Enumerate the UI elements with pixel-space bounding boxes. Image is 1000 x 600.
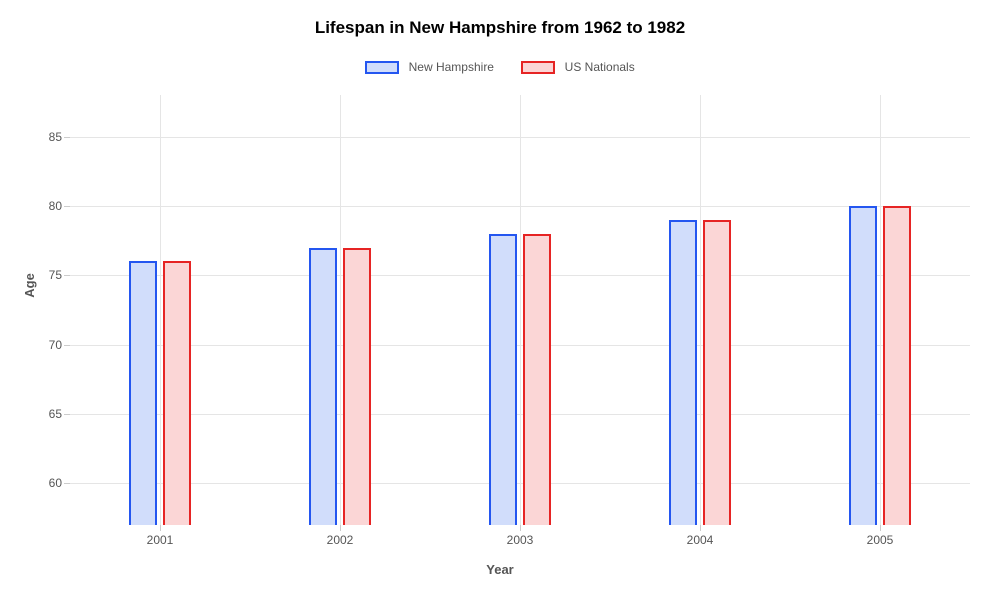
x-tick-mark bbox=[880, 525, 881, 531]
x-tick-mark bbox=[160, 525, 161, 531]
y-tick-label: 60 bbox=[22, 476, 62, 490]
y-tick-label: 80 bbox=[22, 199, 62, 213]
bar bbox=[523, 234, 551, 525]
bar bbox=[129, 261, 157, 525]
bar bbox=[669, 220, 697, 525]
x-tick-mark bbox=[340, 525, 341, 531]
y-tick-label: 75 bbox=[22, 268, 62, 282]
y-tick-mark bbox=[64, 414, 70, 415]
bar bbox=[849, 206, 877, 525]
grid-line bbox=[340, 95, 341, 525]
y-tick-mark bbox=[64, 206, 70, 207]
grid-line bbox=[160, 95, 161, 525]
bar bbox=[489, 234, 517, 525]
bar bbox=[883, 206, 911, 525]
bar bbox=[703, 220, 731, 525]
y-tick-mark bbox=[64, 345, 70, 346]
x-tick-label: 2005 bbox=[867, 533, 894, 547]
bar bbox=[343, 248, 371, 525]
y-tick-mark bbox=[64, 275, 70, 276]
chart-title: Lifespan in New Hampshire from 1962 to 1… bbox=[0, 0, 1000, 38]
y-tick-label: 70 bbox=[22, 338, 62, 352]
bar bbox=[309, 248, 337, 525]
plot-area: 60657075808520012002200320042005 bbox=[70, 95, 970, 525]
grid-line bbox=[520, 95, 521, 525]
legend-label-0: New Hampshire bbox=[409, 60, 494, 74]
x-tick-mark bbox=[700, 525, 701, 531]
x-axis-label: Year bbox=[486, 562, 513, 577]
legend-swatch-1 bbox=[521, 61, 555, 74]
x-tick-label: 2003 bbox=[507, 533, 534, 547]
x-tick-label: 2001 bbox=[147, 533, 174, 547]
x-tick-label: 2004 bbox=[687, 533, 714, 547]
legend-swatch-0 bbox=[365, 61, 399, 74]
y-tick-mark bbox=[64, 483, 70, 484]
legend-item-1: US Nationals bbox=[521, 60, 634, 74]
legend: New Hampshire US Nationals bbox=[0, 60, 1000, 74]
grid-line bbox=[880, 95, 881, 525]
y-tick-label: 65 bbox=[22, 407, 62, 421]
x-tick-mark bbox=[520, 525, 521, 531]
bar bbox=[163, 261, 191, 525]
x-tick-label: 2002 bbox=[327, 533, 354, 547]
legend-item-0: New Hampshire bbox=[365, 60, 494, 74]
y-tick-label: 85 bbox=[22, 130, 62, 144]
y-tick-mark bbox=[64, 137, 70, 138]
legend-label-1: US Nationals bbox=[565, 60, 635, 74]
grid-line bbox=[700, 95, 701, 525]
